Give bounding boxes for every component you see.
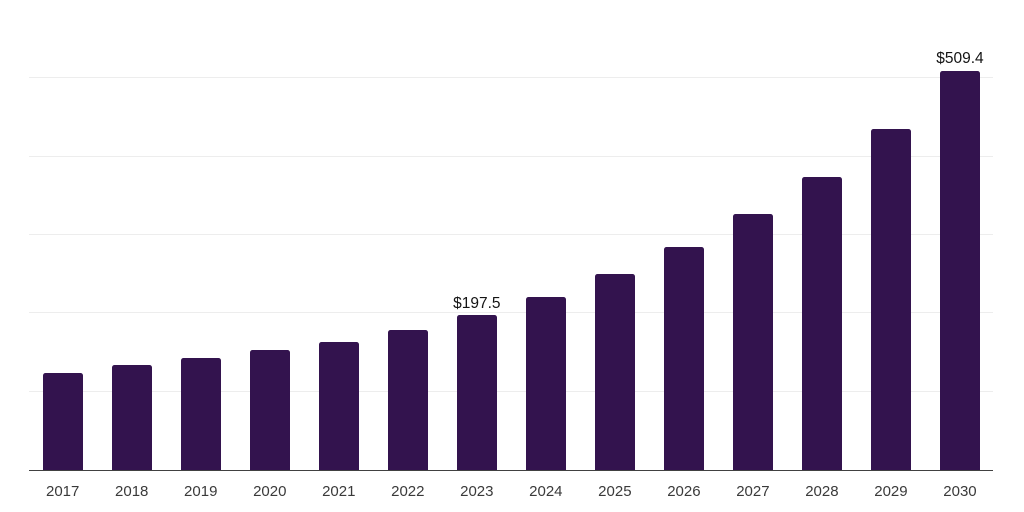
x-tick-2029: 2029	[874, 483, 908, 500]
plot-area: $197.5 $509.4	[29, 0, 993, 471]
x-axis-labels: 2017 2018 2019 2020 2021 2022 2023 2024 2025 2026…	[29, 483, 993, 505]
x-tick-2026: 2026	[667, 483, 701, 500]
x-tick-2028: 2028	[805, 483, 839, 500]
gridline-200	[29, 312, 993, 314]
x-tick-2018: 2018	[115, 483, 149, 500]
value-label-2023: $197.5	[453, 294, 501, 312]
value-label-2030: $509.4	[936, 50, 984, 68]
gridline-400	[29, 155, 993, 157]
x-tick-2025: 2025	[598, 483, 632, 500]
x-tick-2019: 2019	[184, 483, 218, 500]
bar-2028	[801, 176, 842, 470]
bar-2020	[249, 350, 290, 470]
gridline-500	[29, 77, 993, 79]
bar-2021	[318, 341, 359, 470]
x-tick-2024: 2024	[529, 483, 563, 500]
x-tick-2021: 2021	[322, 483, 356, 500]
bar-2027	[732, 214, 773, 470]
bar-2022	[387, 330, 428, 470]
x-tick-2020: 2020	[253, 483, 287, 500]
bar-2030	[939, 70, 980, 470]
x-tick-2022: 2022	[391, 483, 425, 500]
bar-2018	[111, 364, 152, 470]
x-axis-line	[29, 469, 993, 471]
gridline-300	[29, 234, 993, 235]
gridline-100	[29, 390, 993, 392]
bar-2019	[180, 358, 221, 470]
bar-2017	[42, 372, 83, 470]
x-tick-2017: 2017	[46, 483, 80, 500]
x-tick-2023: 2023	[460, 483, 494, 500]
bar-2024	[525, 297, 566, 470]
bar-2025	[594, 273, 635, 470]
x-tick-2027: 2027	[736, 483, 770, 500]
bar-2029	[870, 129, 911, 470]
bar-2026	[663, 247, 704, 470]
x-tick-2030: 2030	[943, 483, 977, 500]
bar-2023	[456, 315, 497, 470]
